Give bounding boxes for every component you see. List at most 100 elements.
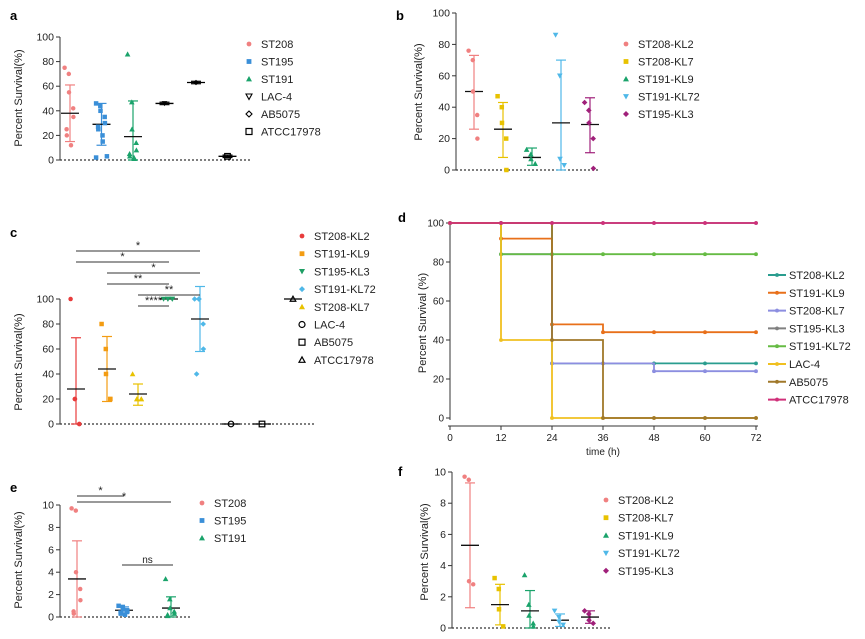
y-tick-label: 8 <box>48 522 54 534</box>
significance-label: **** <box>145 295 163 307</box>
survival-point <box>601 221 605 225</box>
data-point <box>200 346 207 352</box>
data-point <box>556 614 562 620</box>
legend-marker <box>199 518 205 523</box>
survival-point <box>601 330 605 335</box>
legend-label: LAC-4 <box>789 359 820 371</box>
legend-marker <box>623 59 629 64</box>
data-point <box>64 127 69 132</box>
series-group <box>124 51 142 162</box>
y-tick-label: 100 <box>36 294 54 306</box>
y-tick-label: 80 <box>433 258 445 269</box>
y-tick-label: 60 <box>433 297 445 308</box>
data-point <box>466 48 471 53</box>
data-point <box>95 124 101 130</box>
series-group <box>68 506 86 618</box>
legend-label: ST208-KL2 <box>638 39 694 51</box>
y-tick-label: 10 <box>434 467 446 479</box>
y-tick-label: 4 <box>440 560 446 572</box>
data-point <box>98 108 103 114</box>
data-point <box>224 152 231 160</box>
data-point <box>590 135 596 142</box>
significance-label: * <box>136 240 141 252</box>
panel-letter: d <box>398 210 406 225</box>
data-point <box>162 576 169 582</box>
legend-label: ST191-KL9 <box>638 74 694 86</box>
legend-marker <box>603 567 609 574</box>
data-point <box>125 609 130 614</box>
data-point <box>167 596 173 602</box>
data-point <box>557 156 563 162</box>
legend-label: ST191 <box>214 533 246 545</box>
legend-marker <box>298 338 306 346</box>
series-group <box>461 474 479 609</box>
survival-point <box>448 221 452 225</box>
legend-marker <box>603 497 609 503</box>
survival-point <box>601 416 605 420</box>
y-tick-label: 80 <box>42 56 54 68</box>
legend-label: ATCC17978 <box>789 395 849 407</box>
data-point <box>70 106 76 111</box>
panel-d: d 0 20 40 60 80 100 0 12 24 36 48 60 72 time (h) Percen… <box>398 210 851 458</box>
legend-label: ST208-KL2 <box>618 495 674 507</box>
data-point <box>127 153 133 159</box>
series-group <box>61 65 79 148</box>
y-tick-label: 0 <box>48 155 54 167</box>
legend-marker <box>245 93 253 101</box>
survival-point <box>754 330 758 335</box>
survival-point <box>703 361 707 366</box>
data-point <box>138 396 145 402</box>
survival-curve <box>450 222 756 334</box>
legend-marker <box>623 76 629 82</box>
data-point <box>523 146 530 152</box>
survival-point <box>754 369 758 374</box>
series-group <box>581 608 599 627</box>
significance-label: * <box>122 491 127 503</box>
significance-label: * <box>98 485 103 497</box>
series-group <box>521 572 539 629</box>
data-point <box>504 167 509 173</box>
y-tick-label: 10 <box>42 500 54 512</box>
data-point <box>462 474 467 479</box>
legend-marker <box>246 41 252 47</box>
series-group <box>284 294 302 302</box>
data-point <box>131 155 137 162</box>
series-group <box>581 97 599 172</box>
data-point <box>227 420 235 428</box>
data-point <box>98 103 103 109</box>
data-point <box>474 112 480 118</box>
survival-point <box>703 416 707 420</box>
panel-letter: e <box>10 480 17 495</box>
y-tick-label: 0 <box>48 612 54 624</box>
legend-label: ST191-KL9 <box>618 530 674 542</box>
y-tick-label: 60 <box>438 70 450 82</box>
legend-label: ST208-KL7 <box>638 57 694 69</box>
data-point <box>169 296 176 302</box>
y-tick-label: 40 <box>42 369 54 381</box>
y-tick-label: 0 <box>440 623 446 635</box>
significance-label: * <box>151 262 156 274</box>
survival-point <box>703 330 707 335</box>
data-point <box>103 371 109 377</box>
legend-label: ST208 <box>214 498 246 510</box>
legend-marker <box>245 127 253 136</box>
data-point <box>100 139 105 144</box>
data-point <box>73 508 79 513</box>
survival-point <box>601 252 605 257</box>
data-point <box>62 65 67 70</box>
data-point <box>530 623 537 629</box>
data-point <box>590 620 596 627</box>
series-group <box>92 101 111 160</box>
data-point <box>586 107 592 114</box>
legend-label: ST191-KL72 <box>618 548 680 560</box>
data-point <box>71 611 77 616</box>
data-point <box>77 421 82 427</box>
panel-e: e 0 2 4 6 8 10 Percent Survival(%) ST208 ST195 ST1… <box>10 480 246 624</box>
x-tick-label: 0 <box>447 433 453 444</box>
data-point <box>108 396 113 402</box>
legend-marker <box>775 362 779 366</box>
legend-marker <box>299 303 305 310</box>
legend-marker <box>623 41 629 47</box>
data-point <box>193 371 200 377</box>
data-point <box>68 296 73 302</box>
